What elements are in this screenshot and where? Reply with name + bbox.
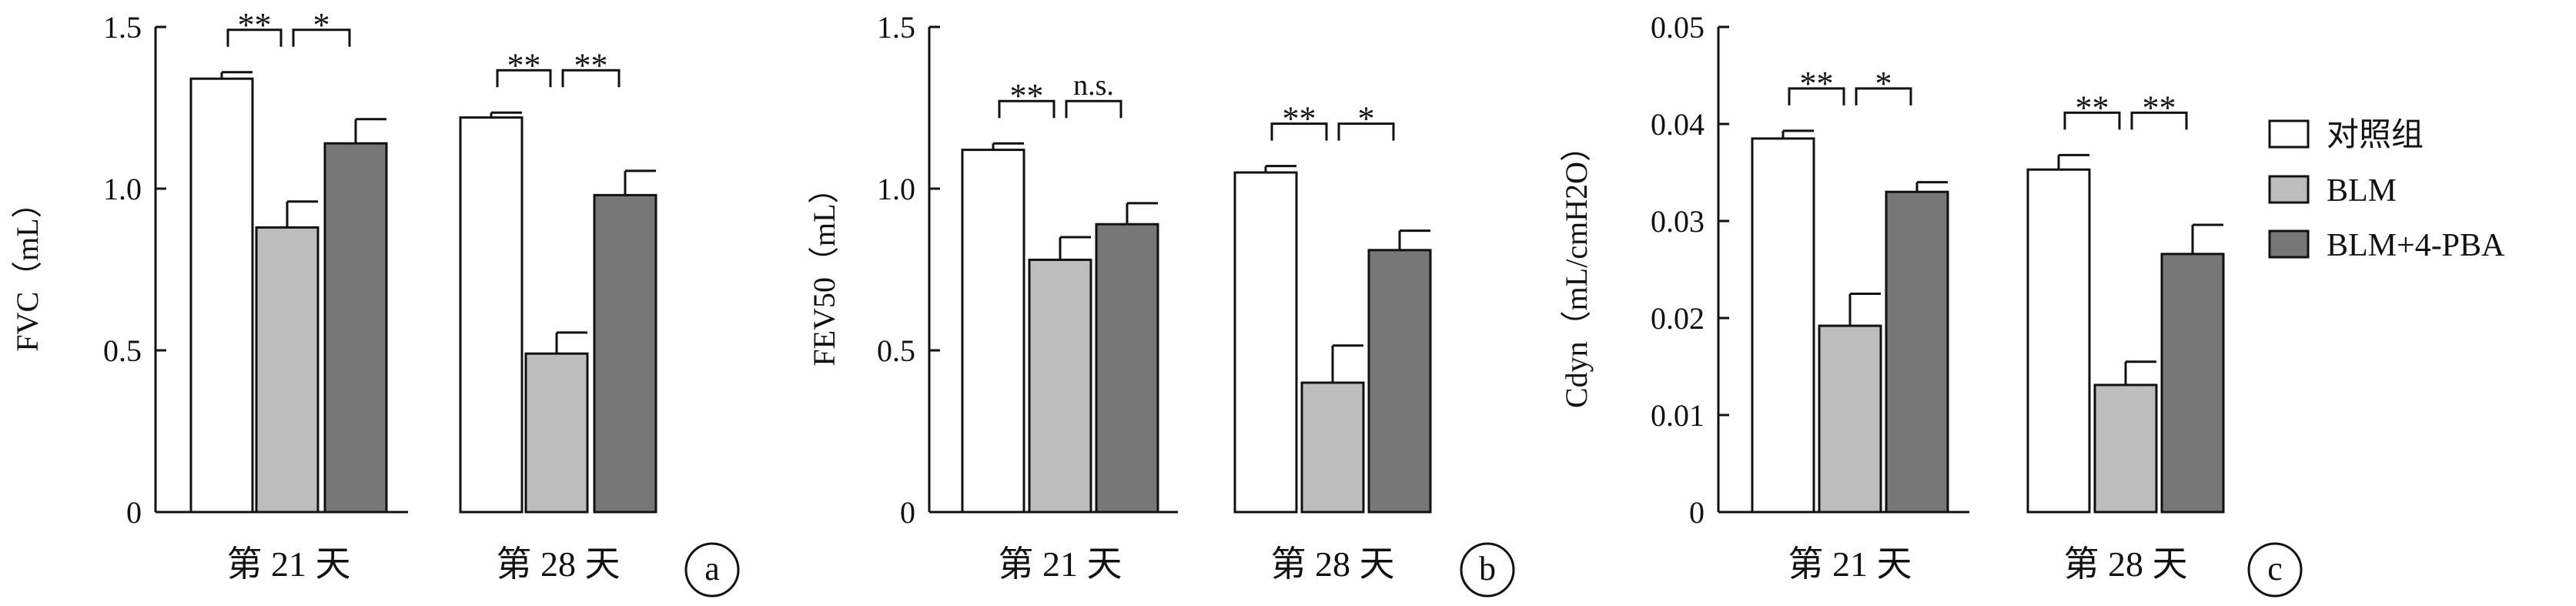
significance-label: ** [1283,100,1316,138]
bar [2093,383,2158,514]
bar [255,226,319,514]
bar [961,149,1025,514]
bar [2160,253,2225,514]
bar [459,116,524,514]
significance-bracket [1270,122,1328,141]
bar [2026,168,2091,514]
significance-bracket [496,69,552,88]
y-tick-label: 0 [1689,495,1705,530]
category-label: 第 28 天 [2064,544,2188,584]
significance-label: ** [2076,89,2109,126]
y-tick-label: 1.0 [103,172,142,206]
panel-label: c [2267,550,2283,588]
panel-label-circle [2247,542,2303,598]
significance-label: ** [1800,65,1834,102]
bar [1233,171,1298,514]
y-tick-label: 0.04 [1651,107,1705,142]
significance-label: ** [2143,89,2176,126]
bar [1818,324,1882,514]
panel-label: a [704,550,720,588]
significance-bracket [561,69,621,88]
bar [1028,258,1092,514]
y-tick-label: 1.5 [103,10,142,45]
legend-label: BLM+4-PBA [2327,228,2505,263]
y-tick-label: 0.05 [1651,10,1705,45]
bar [1751,137,1815,514]
y-tick-label: 0.5 [877,333,915,368]
significance-label: ** [1010,77,1044,115]
y-axis-label: FEV50（mL） [807,172,841,366]
bar [593,193,657,514]
y-tick-label: 1.5 [877,10,915,45]
significance-label: * [313,6,330,44]
legend-swatch [2268,229,2310,259]
significance-bracket [998,99,1055,119]
bar [189,77,254,514]
significance-label: ** [238,6,272,44]
panel-label-circle [1460,542,1515,598]
legend-swatch [2268,175,2310,204]
legend: 对照组 BLM BLM+4-PBA [2268,118,2505,263]
significance-bracket [1788,87,1845,105]
category-label: 第 28 天 [1271,544,1395,584]
y-axis-label: FVC（mL） [10,187,45,351]
significance-bracket [1337,122,1395,141]
significance-bracket [226,28,283,47]
bar [524,352,589,514]
y-tick-label: 0.5 [103,333,142,368]
category-label: 第 21 天 [999,544,1122,584]
significance-label: ** [507,46,541,84]
significance-bracket [2130,111,2188,130]
category-label: 第 21 天 [1788,544,1912,584]
y-tick-label: 0 [900,495,915,530]
significance-bracket [1855,87,1912,105]
significance-bracket [292,28,351,47]
significance-label: * [1358,100,1375,138]
bar [1095,223,1159,514]
bar [1300,381,1365,514]
panel-label: b [1479,550,1496,588]
bar [1367,249,1432,514]
y-tick-label: 0.01 [1651,398,1705,433]
significance-bracket [1065,99,1122,119]
significance-bracket [2063,111,2121,130]
chart-panel-b: 00.51.01.5FEV50（mL）第 21 天第 28 天** n.s.** *… [807,10,1515,598]
bar [323,142,388,514]
legend-swatch [2268,119,2310,149]
significance-label: ** [574,46,608,84]
chart-panel-a: 00.51.01.5FVC（mL）第 21 天第 28 天** *** **a [10,6,740,598]
y-tick-label: 1.0 [877,172,915,206]
significance-label: * [1875,65,1892,102]
legend-label: BLM [2327,173,2397,209]
bar [1885,190,1949,514]
y-axis-label: Cdyn（mL/cmH2O） [1559,131,1594,408]
legend-label: 对照组 [2327,118,2424,153]
category-label: 第 21 天 [227,544,351,584]
y-tick-label: 0 [126,495,142,530]
significance-label: n.s. [1073,69,1114,102]
panel-label-circle [684,542,740,598]
chart-panel-c: 0 0.01 0.02 0.03 0.04 0.05 Cdyn（mL/cmH2O） 第 21 … [1559,10,2303,598]
y-tick-label: 0.03 [1651,204,1705,239]
category-label: 第 28 天 [497,544,621,584]
y-tick-label: 0.02 [1651,301,1705,336]
